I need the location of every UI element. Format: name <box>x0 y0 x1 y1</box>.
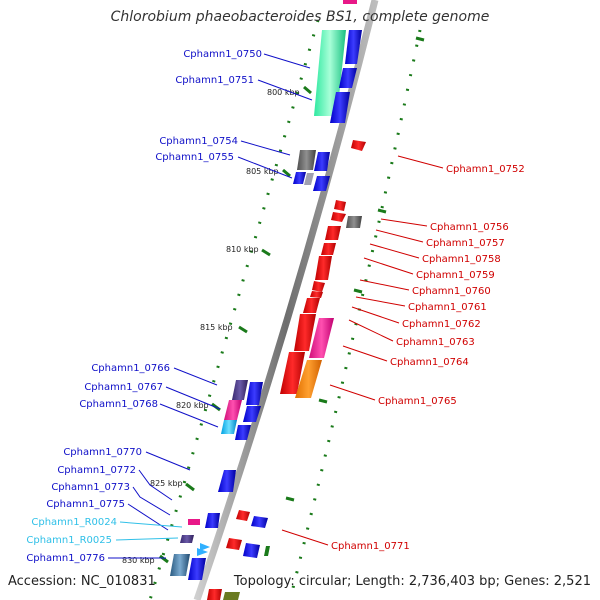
gene-arrow[interactable] <box>280 352 305 394</box>
gene-arrow[interactable] <box>330 92 350 123</box>
gene-label[interactable]: Cphamn1_0767 <box>84 382 163 393</box>
gene-bar[interactable] <box>264 546 270 556</box>
right-leader-lines <box>281 155 444 546</box>
scale-label: 830 kbp <box>122 556 155 565</box>
gene-label[interactable]: Cphamn1_0765 <box>378 396 457 407</box>
gene-label[interactable]: Cphamn1_0759 <box>416 270 495 281</box>
reverse-strand-genes <box>207 140 366 600</box>
gene-arrow[interactable] <box>235 425 251 440</box>
rna-label[interactable]: Cphamn1_R0024 <box>31 517 117 528</box>
scale-label: 805 kbp <box>246 167 279 176</box>
gene-arrow[interactable] <box>351 140 366 151</box>
gene-bar[interactable] <box>297 150 316 170</box>
gene-arrow[interactable] <box>294 314 316 351</box>
gene-arrow[interactable] <box>312 281 325 292</box>
outer-major-ticks <box>285 36 425 502</box>
gene-arrow[interactable] <box>313 176 330 191</box>
right-labels: Cphamn1_0752 Cphamn1_0756 Cphamn1_0757 C… <box>331 164 525 552</box>
gene-label[interactable]: Cphamn1_0758 <box>422 254 501 265</box>
rna-label[interactable]: Cphamn1_R0025 <box>26 535 112 546</box>
gene-arrow[interactable] <box>200 543 210 551</box>
scale-label: 800 kbp <box>267 88 300 97</box>
map-title: Chlorobium phaeobacteroides BS1, complet… <box>110 9 490 25</box>
gene-label[interactable]: Cphamn1_0772 <box>57 465 136 476</box>
gene-bar[interactable] <box>232 380 248 400</box>
gene-arrow[interactable] <box>345 30 362 64</box>
scale-label: 810 kbp <box>226 245 259 254</box>
gene-bar[interactable] <box>221 420 237 434</box>
scale-label: 825 kbp <box>150 479 183 488</box>
gene-label[interactable]: Cphamn1_0755 <box>155 152 234 163</box>
genome-axis <box>193 0 379 600</box>
gene-bar[interactable] <box>304 173 314 185</box>
gene-arrow[interactable] <box>205 513 220 528</box>
gene-arrow[interactable] <box>321 243 336 255</box>
gene-bar[interactable] <box>293 172 306 184</box>
gene-arrow[interactable] <box>246 382 263 405</box>
gene-label[interactable]: Cphamn1_0766 <box>91 363 170 374</box>
gene-bar[interactable] <box>170 554 190 576</box>
gene-label[interactable]: Cphamn1_0756 <box>430 222 509 233</box>
gene-label[interactable]: Cphamn1_0760 <box>412 286 491 297</box>
gene-bar[interactable] <box>309 318 334 358</box>
gene-arrow[interactable] <box>236 510 250 521</box>
forward-strand-genes <box>170 0 362 580</box>
gene-arrow[interactable] <box>197 548 208 556</box>
gene-bar[interactable] <box>346 216 362 228</box>
gene-label[interactable]: Cphamn1_0751 <box>175 75 254 86</box>
scale-label: 815 kbp <box>200 323 233 332</box>
gene-arrow[interactable] <box>188 558 206 580</box>
gene-label[interactable]: Cphamn1_0773 <box>51 482 130 493</box>
gene-label[interactable]: Cphamn1_0770 <box>63 447 142 458</box>
gene-arrow[interactable] <box>331 212 346 222</box>
gene-label[interactable]: Cphamn1_0771 <box>331 541 410 552</box>
gene-label[interactable]: Cphamn1_0775 <box>46 499 125 510</box>
gene-label[interactable]: Cphamn1_0757 <box>426 238 505 249</box>
gene-label[interactable]: Cphamn1_0750 <box>183 49 262 60</box>
gene-bar[interactable] <box>188 519 200 525</box>
gene-arrow[interactable] <box>226 538 242 550</box>
gene-label[interactable]: Cphamn1_0768 <box>79 399 158 410</box>
left-labels: Cphamn1_0750 Cphamn1_0751 Cphamn1_0754 C… <box>26 49 262 564</box>
gene-label[interactable]: Cphamn1_0763 <box>396 337 475 348</box>
gene-arrow[interactable] <box>334 200 346 211</box>
inner-tick-ring <box>148 19 320 600</box>
gene-label[interactable]: Cphamn1_0752 <box>446 164 525 175</box>
genome-stats-text: Topology: circular; Length: 2,736,403 bp… <box>233 574 591 589</box>
left-leader-lines <box>108 53 313 559</box>
gene-bar[interactable] <box>180 535 194 543</box>
gene-arrow[interactable] <box>303 298 320 313</box>
gene-arrow[interactable] <box>315 256 332 280</box>
gene-arrow[interactable] <box>251 516 268 528</box>
gene-arrow[interactable] <box>314 152 330 171</box>
accession-text: Accession: NC_010831 <box>8 574 156 589</box>
scale-bar: 800 kbp 805 kbp 810 kbp 815 kbp 820 kbp … <box>122 85 312 565</box>
gene-bar[interactable] <box>343 0 357 4</box>
gene-label[interactable]: Cphamn1_0762 <box>402 319 481 330</box>
gene-label[interactable]: Cphamn1_0761 <box>408 302 487 313</box>
gene-label[interactable]: Cphamn1_0776 <box>26 553 105 564</box>
gene-arrow[interactable] <box>310 291 323 298</box>
gene-bar[interactable] <box>295 360 322 398</box>
gene-bar[interactable] <box>223 592 240 600</box>
gene-arrow[interactable] <box>243 543 260 558</box>
gene-arrow[interactable] <box>218 470 236 492</box>
gene-label[interactable]: Cphamn1_0754 <box>159 136 238 147</box>
gene-bar[interactable] <box>224 400 242 420</box>
gene-arrow[interactable] <box>339 68 357 88</box>
gene-arrow[interactable] <box>325 226 341 240</box>
gene-arrow[interactable] <box>207 589 222 600</box>
gene-label[interactable]: Cphamn1_0764 <box>390 357 469 368</box>
gene-arrow[interactable] <box>243 406 261 422</box>
scale-label: 820 kbp <box>176 401 209 410</box>
